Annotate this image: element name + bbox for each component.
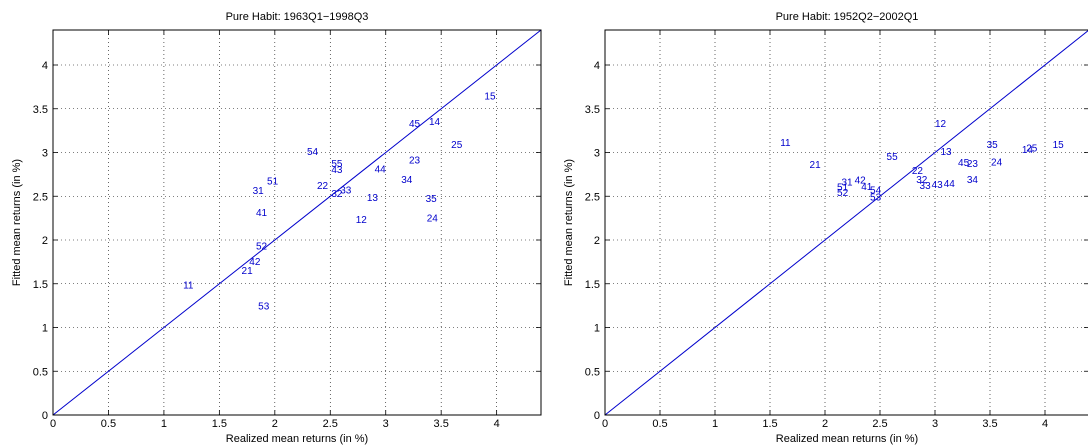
x-tick-label: 2.5 — [323, 418, 338, 430]
portfolio-point-label: 43 — [932, 180, 944, 191]
portfolio-point-label: 44 — [944, 179, 956, 190]
axes-border — [604, 29, 1088, 416]
portfolio-point-label: 13 — [940, 147, 952, 158]
portfolio-point-label: 11 — [780, 138, 791, 149]
y-tick-label: 4 — [594, 60, 600, 72]
x-axis-label: Realized mean returns (in %) — [226, 433, 368, 445]
x-tick-label: 3.5 — [982, 418, 997, 430]
x-tick-label: 3.5 — [434, 418, 449, 430]
axes-border — [52, 29, 542, 416]
portfolio-point-label: 24 — [991, 157, 1003, 168]
portfolio-point-label: 55 — [887, 152, 899, 163]
y-tick-label: 0.5 — [33, 366, 48, 378]
portfolio-point-label: 51 — [837, 183, 849, 194]
portfolio-point-label: 34 — [967, 175, 979, 186]
y-tick-label: 0 — [42, 410, 48, 422]
x-tick-label: 0 — [602, 418, 608, 430]
y-tick-label: 3 — [594, 148, 600, 160]
portfolio-point-label: 53 — [258, 302, 270, 313]
portfolio-point-label: 53 — [870, 192, 882, 203]
portfolio-point-label: 43 — [331, 165, 343, 176]
x-tick-label: 3 — [383, 418, 389, 430]
y-tick-label: 3.5 — [585, 104, 600, 116]
y-tick-label: 3.5 — [33, 104, 48, 116]
y-tick-label: 2.5 — [33, 191, 48, 203]
portfolio-point-label: 35 — [987, 140, 999, 151]
chart-title: Pure Habit: 1952Q2−2002Q1 — [776, 11, 919, 23]
y-tick-label: 2 — [594, 235, 600, 247]
y-axis-label: Fitted mean returns (in %) — [11, 159, 23, 286]
portfolio-point-label: 41 — [861, 182, 873, 193]
portfolio-point-label: 14 — [429, 117, 441, 128]
portfolio-point-label: 15 — [484, 92, 496, 103]
portfolio-point-label: 33 — [920, 181, 932, 192]
portfolio-point-label: 44 — [375, 164, 387, 175]
x-tick-label: 4 — [494, 418, 500, 430]
portfolio-point-label: 51 — [267, 177, 279, 188]
y-tick-label: 1.5 — [33, 279, 48, 291]
portfolio-point-label: 33 — [340, 185, 352, 196]
portfolio-point-label: 52 — [256, 241, 268, 252]
right-chart-panel: 0 0.5 1 1.5 2 2.5 3 3.5 400.511.522.533.54111213… — [563, 11, 1088, 445]
y-axis-label: Fitted mean returns (in %) — [563, 159, 575, 286]
portfolio-point-label: 24 — [427, 213, 439, 224]
portfolio-point-label: 23 — [967, 159, 979, 170]
portfolio-point-label: 14 — [1022, 145, 1034, 156]
portfolio-point-label: 55 — [331, 159, 343, 170]
portfolio-point-label: 45 — [409, 119, 421, 130]
reference-45-degree-line — [52, 29, 542, 416]
portfolio-point-label: 52 — [837, 188, 849, 199]
portfolio-point-label: 35 — [426, 194, 438, 205]
y-tick-label: 2.5 — [585, 191, 600, 203]
portfolio-point-label: 11 — [183, 281, 194, 292]
portfolio-point-label: 21 — [242, 266, 254, 277]
x-tick-label: 0.5 — [101, 418, 116, 430]
portfolio-point-label: 45 — [958, 158, 970, 169]
x-tick-label: 0.5 — [652, 418, 667, 430]
x-tick-label: 2 — [822, 418, 828, 430]
x-axis-label: Realized mean returns (in %) — [776, 433, 918, 445]
portfolio-point-label: 22 — [912, 166, 924, 177]
portfolio-point-label: 13 — [367, 193, 379, 204]
portfolio-point-label: 32 — [916, 175, 928, 186]
portfolio-point-label: 23 — [409, 156, 421, 167]
y-tick-label: 1 — [594, 323, 600, 335]
y-tick-label: 0 — [594, 410, 600, 422]
y-tick-label: 1.5 — [585, 279, 600, 291]
portfolio-point-label: 41 — [256, 208, 268, 219]
chart-title: Pure Habit: 1963Q1−1998Q3 — [226, 11, 369, 23]
portfolio-point-label: 31 — [253, 186, 265, 197]
x-tick-label: 1 — [161, 418, 167, 430]
x-tick-label: 2 — [272, 418, 278, 430]
x-tick-label: 1.5 — [212, 418, 227, 430]
portfolio-point-label: 54 — [870, 185, 882, 196]
y-tick-label: 3 — [42, 148, 48, 160]
y-tick-label: 1 — [42, 323, 48, 335]
x-tick-label: 4 — [1042, 418, 1048, 430]
reference-45-degree-line — [604, 30, 1088, 416]
x-tick-label: 3 — [932, 418, 938, 430]
y-tick-label: 4 — [42, 60, 48, 72]
portfolio-point-label: 42 — [855, 176, 867, 187]
portfolio-point-label: 54 — [307, 147, 319, 158]
portfolio-point-label: 25 — [451, 140, 463, 151]
portfolio-point-label: 22 — [317, 181, 329, 192]
left-chart-panel: 0 0.5 1 1.5 2 2.5 3 3.5 400.511.522.533.54111213… — [11, 11, 542, 445]
x-tick-label: 1 — [712, 418, 718, 430]
portfolio-point-label: 15 — [1053, 140, 1065, 151]
portfolio-point-label: 12 — [935, 119, 947, 130]
portfolio-point-label: 12 — [356, 215, 368, 226]
portfolio-point-label: 32 — [331, 189, 343, 200]
portfolio-point-label: 42 — [249, 257, 261, 268]
portfolio-point-label: 21 — [810, 160, 822, 171]
y-tick-label: 2 — [42, 235, 48, 247]
x-tick-label: 1.5 — [762, 418, 777, 430]
y-tick-label: 0.5 — [585, 366, 600, 378]
x-tick-label: 0 — [50, 418, 56, 430]
portfolio-point-label: 31 — [841, 177, 853, 188]
portfolio-point-label: 34 — [401, 175, 413, 186]
portfolio-point-label: 25 — [1026, 143, 1038, 154]
x-tick-label: 2.5 — [872, 418, 887, 430]
